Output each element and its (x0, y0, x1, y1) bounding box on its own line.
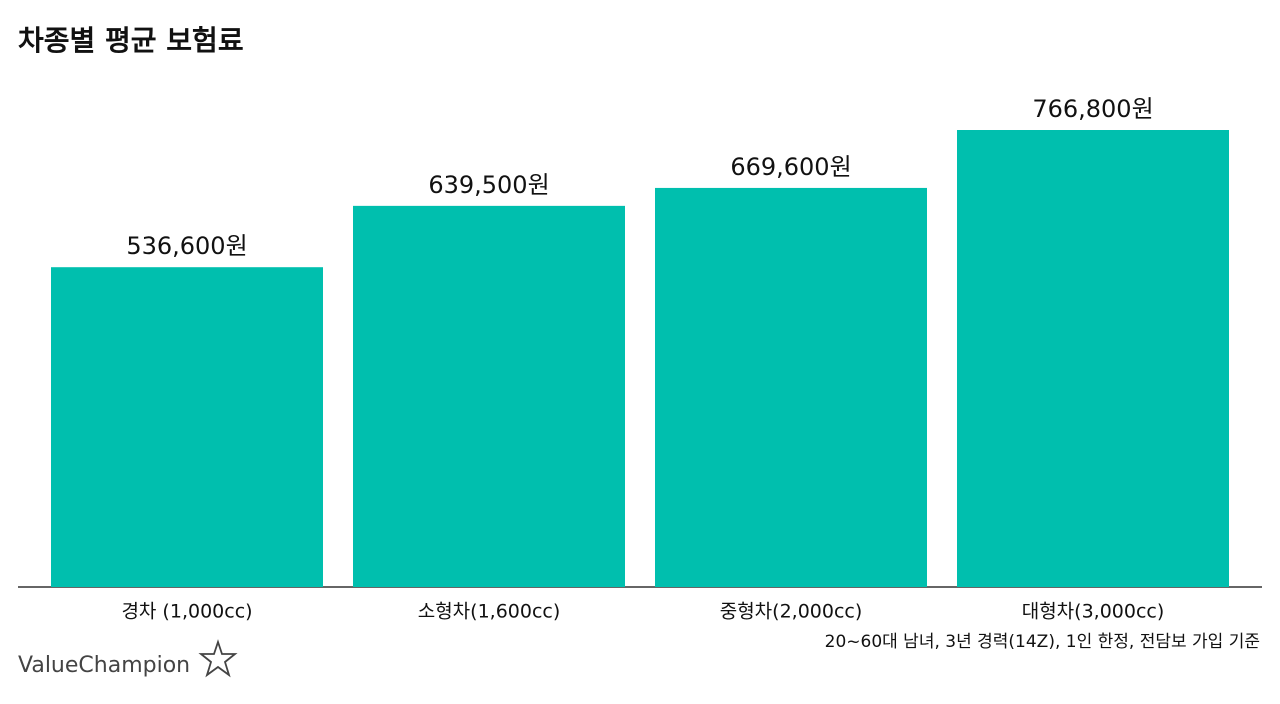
x-tick-label: 중형차(2,000cc) (720, 601, 863, 623)
chart-title: 차종별 평균 보험료 (18, 24, 244, 57)
logo: ValueChampion (18, 653, 190, 678)
logo-star (198, 639, 238, 678)
bar (655, 187, 927, 588)
value-label: 639,500원 (428, 171, 549, 199)
bar (957, 130, 1229, 587)
x-tick-label: 대형차(3,000cc) (1022, 601, 1165, 623)
value-label: 766,800원 (1032, 95, 1153, 123)
value-label: 536,600원 (126, 232, 247, 260)
value-label: 669,600원 (730, 153, 851, 181)
bar (353, 205, 625, 588)
bar (51, 267, 323, 587)
x-tick-label: 소형차(1,600cc) (418, 601, 561, 623)
x-tick-label: 경차 (1,000cc) (121, 601, 252, 623)
footnote: 20~60대 남녀, 3년 경력(14Z), 1인 한정, 전담보 가입 기준 (825, 632, 1260, 652)
